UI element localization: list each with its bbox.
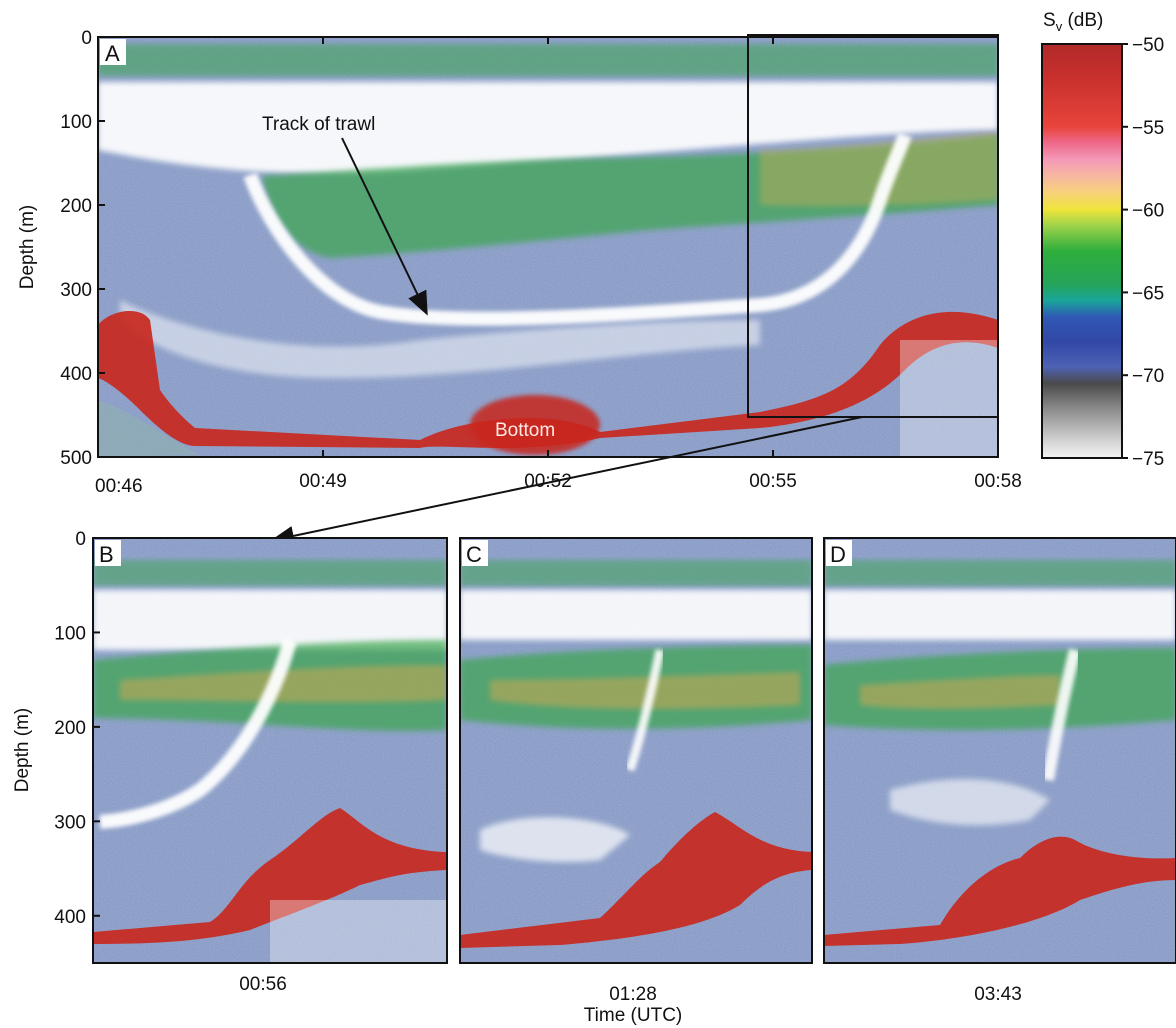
zoom-arrow bbox=[270, 416, 863, 546]
x-tick-label: 00:58 bbox=[974, 471, 1022, 492]
panel-d-frame bbox=[823, 537, 1176, 964]
panel-d-trawl-track bbox=[1042, 648, 1081, 782]
x-tick-label: 00:46 bbox=[95, 476, 143, 497]
track-of-trawl-annotation: Track of trawl bbox=[262, 114, 375, 135]
panel-c-bottom bbox=[460, 812, 812, 948]
colorbar-gradient bbox=[1041, 43, 1123, 459]
panel-c-letter: C bbox=[466, 542, 482, 567]
y-tick-label: 200 bbox=[60, 196, 92, 217]
y-tick-label: 300 bbox=[60, 280, 92, 301]
panel-d-echogram bbox=[824, 538, 1176, 963]
panel-b-x-tick: 00:56 bbox=[239, 974, 287, 995]
colorbar-tick-label: −75 bbox=[1132, 449, 1164, 470]
colorbar-tick-label: −70 bbox=[1132, 366, 1164, 387]
panel-c: C 01:28 bbox=[459, 537, 813, 1005]
panel-b-letter: B bbox=[99, 542, 114, 567]
panel-b-trawl-track bbox=[99, 638, 297, 829]
x-tick-label: 00:49 bbox=[299, 471, 347, 492]
y-tick-label: 0 bbox=[75, 529, 86, 550]
panel-c-trawl-track bbox=[625, 649, 665, 772]
y-tick-label: 400 bbox=[54, 907, 86, 928]
panel-a: Bottom A 0 100 200 300 400 500 Depth (m) 00:4… bbox=[17, 28, 1022, 546]
x-tick-label: 00:52 bbox=[524, 471, 572, 492]
y-tick-label: 0 bbox=[81, 28, 92, 49]
colorbar-tick-label: −60 bbox=[1132, 201, 1164, 222]
x-tick-label: 00:55 bbox=[749, 471, 797, 492]
panel-b-echogram bbox=[93, 538, 447, 963]
panel-b-bottom bbox=[93, 808, 447, 944]
colorbar-tick-label: −55 bbox=[1132, 118, 1164, 139]
surface-band bbox=[98, 44, 998, 76]
panel-a-x-ticks: 00:46 00:49 00:52 00:55 00:58 bbox=[95, 37, 1022, 497]
clear-water-upper bbox=[98, 82, 998, 174]
panel-c-x-tick: 01:28 bbox=[609, 984, 657, 1005]
panel-d-bottom bbox=[824, 836, 1176, 946]
panel-a-echogram: Bottom bbox=[98, 37, 998, 457]
seabed-bottom bbox=[98, 310, 998, 448]
panel-d: D 03:43 bbox=[823, 537, 1176, 1005]
panel-b-y-ticks: 0 100 200 300 400 bbox=[54, 529, 100, 928]
panel-c-frame bbox=[459, 537, 813, 964]
panel-b-y-label: Depth (m) bbox=[12, 708, 33, 792]
panel-a-letter: A bbox=[105, 41, 120, 66]
colorbar-tick-label: −50 bbox=[1132, 35, 1164, 56]
y-tick-label: 100 bbox=[60, 112, 92, 133]
bottom-annotation: Bottom bbox=[495, 420, 555, 441]
y-tick-label: 100 bbox=[54, 623, 86, 644]
y-tick-label: 300 bbox=[54, 812, 86, 833]
panel-d-x-tick: 03:43 bbox=[974, 984, 1022, 1005]
track-of-trawl-arrow bbox=[341, 137, 428, 316]
y-tick-label: 400 bbox=[60, 364, 92, 385]
shared-x-label: Time (UTC) bbox=[584, 1005, 683, 1026]
panel-b: B 0 100 200 300 400 Depth (m) 00:56 bbox=[12, 529, 448, 995]
panel-a-y-label: Depth (m) bbox=[17, 205, 38, 289]
colorbar: Sv (dB) −50 −55 −60 −65 −70 −75 bbox=[1041, 10, 1164, 470]
panel-c-echogram bbox=[460, 538, 812, 963]
y-tick-label: 200 bbox=[54, 718, 86, 739]
zoom-box bbox=[747, 34, 999, 418]
colorbar-label: Sv (dB) bbox=[1043, 10, 1103, 34]
colorbar-tick-label: −65 bbox=[1132, 283, 1164, 304]
panel-a-y-ticks: 0 100 200 300 400 500 bbox=[60, 28, 105, 469]
colorbar-ticks: −50 −55 −60 −65 −70 −75 bbox=[1122, 35, 1164, 470]
y-tick-label: 500 bbox=[60, 448, 92, 469]
trawl-track bbox=[243, 132, 912, 326]
panel-b-frame bbox=[92, 537, 448, 964]
panel-d-letter: D bbox=[830, 542, 846, 567]
